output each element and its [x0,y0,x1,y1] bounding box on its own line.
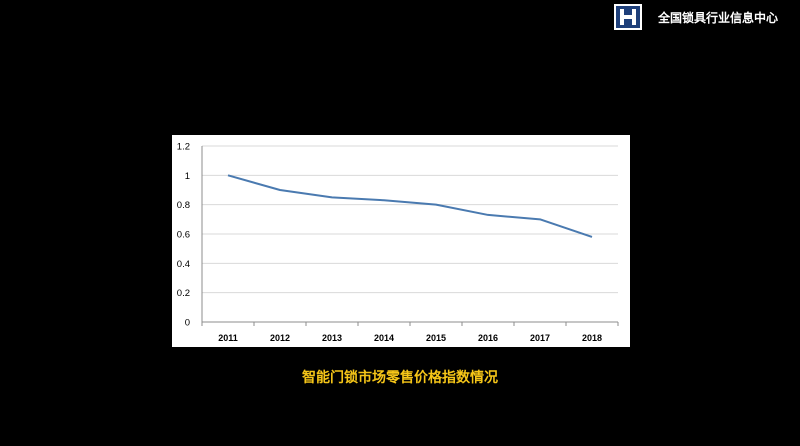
y-tick-label: 0 [185,318,190,329]
y-tick-label: 1 [185,171,190,182]
series-line [227,174,593,238]
company-logo [614,4,642,30]
y-tick-label: 0.4 [177,259,190,270]
y-tick-label: 0.2 [177,288,190,299]
chart-panel: 0 0.2 0.4 0.6 0.8 1 1.2 2011 2012 2013 2014 2015 201… [172,135,630,347]
x-tick-label: 2012 [270,333,290,343]
chart-caption: 智能门锁市场零售价格指数情况 [302,370,498,386]
line-chart: 0 0.2 0.4 0.6 0.8 1 1.2 2011 2012 2013 2014 2015 201… [177,142,619,343]
x-tick-label: 2011 [218,333,238,343]
x-tick-label: 2013 [322,333,342,343]
y-tick-label: 0.6 [177,230,190,241]
x-tick-label: 2016 [478,333,498,343]
x-tick-label: 2015 [426,333,446,343]
x-tick-label: 2017 [530,333,550,343]
x-tick-label: 2014 [374,333,394,343]
y-tick-label: 0.8 [177,200,190,211]
x-tick-label: 2018 [582,333,602,343]
y-tick-label: 1.2 [177,142,190,153]
org-name: 全国锁具行业信息中心 [658,11,779,25]
